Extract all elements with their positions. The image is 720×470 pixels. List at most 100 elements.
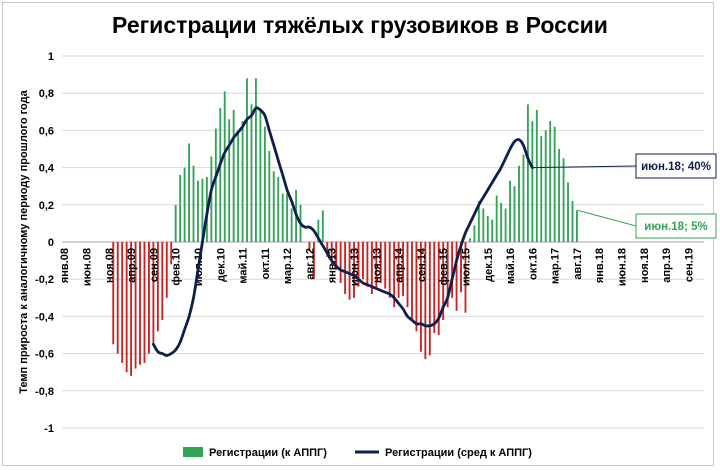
bar <box>335 242 338 270</box>
bar <box>174 204 177 242</box>
x-tick-label: дек.10 <box>215 248 227 282</box>
bar <box>567 182 569 242</box>
x-tick-label: июл.15 <box>460 248 472 286</box>
chart-title: Регистрации тяжёлых грузовиков в России <box>112 12 608 38</box>
y-tick-label: -0,6 <box>35 349 54 361</box>
y-tick-label: -0,2 <box>35 274 54 286</box>
bar <box>388 242 391 298</box>
x-tick-label: июн.18 <box>617 248 629 286</box>
bar <box>362 242 364 280</box>
bar <box>406 242 409 308</box>
bar <box>321 210 324 242</box>
bar <box>188 143 190 242</box>
bar <box>143 242 146 363</box>
bar <box>370 242 373 295</box>
bar <box>121 242 124 363</box>
bar <box>268 150 271 242</box>
bar <box>473 225 476 242</box>
bar <box>562 158 565 242</box>
bar <box>290 208 293 242</box>
callout-line-label: июн.18; 40% <box>641 161 711 173</box>
bar <box>201 178 204 242</box>
bar <box>442 242 445 321</box>
x-tick-label: ноя.08 <box>104 248 116 283</box>
bar <box>415 242 418 332</box>
bar <box>139 242 141 365</box>
bar <box>214 128 217 242</box>
bar <box>241 121 244 242</box>
callout-leader <box>532 165 637 169</box>
bar <box>464 242 467 313</box>
bar <box>509 180 511 242</box>
bar <box>513 186 516 242</box>
y-tick-label: 0,8 <box>39 88 54 100</box>
bar <box>379 242 382 283</box>
bar <box>419 242 422 352</box>
bar <box>179 175 182 242</box>
bar <box>460 242 462 293</box>
bar <box>161 242 164 321</box>
x-tick-label: апр.09 <box>126 248 138 283</box>
x-tick-label: мар.17 <box>550 248 562 284</box>
x-tick-label: ноя.13 <box>371 248 383 283</box>
x-tick-label: окт.11 <box>260 248 272 279</box>
bar <box>437 242 440 335</box>
y-tick-label: 0,2 <box>39 200 54 212</box>
bar <box>197 180 199 242</box>
callout-box <box>635 153 717 179</box>
bar <box>384 242 387 289</box>
bar <box>210 156 213 242</box>
x-tick-label: май.11 <box>238 248 250 284</box>
bar <box>317 219 320 242</box>
bar <box>183 167 186 242</box>
x-tick-label: янв.18 <box>594 248 606 283</box>
bar <box>228 119 231 242</box>
bar <box>451 242 454 298</box>
x-tick-label: сен.14 <box>416 247 428 282</box>
x-tick-label: сен.09 <box>148 248 160 282</box>
bar <box>424 242 427 360</box>
bar <box>330 242 333 265</box>
x-tick-label: фев.15 <box>438 248 450 286</box>
bar <box>469 238 471 242</box>
average-line <box>152 106 534 357</box>
bar <box>482 208 485 242</box>
y-tick-label: 0,6 <box>39 125 54 137</box>
y-axis-label: Темп прироста к аналогичному периоду про… <box>18 89 30 393</box>
callout-box <box>635 213 717 239</box>
bar <box>148 242 150 354</box>
bar <box>446 242 449 308</box>
bar <box>237 130 240 242</box>
bar <box>531 121 534 242</box>
legend-label-bar: Регистрации (к АППГ) <box>209 447 327 459</box>
bar <box>428 242 431 356</box>
x-tick-label: июн.13 <box>349 248 361 286</box>
bar <box>455 242 458 311</box>
bar <box>486 215 489 242</box>
bar <box>223 91 226 242</box>
bar <box>170 242 173 265</box>
bar <box>526 104 529 242</box>
x-tick-label: июн.08 <box>82 248 94 286</box>
legend-label-line: Регистрации (сред к АППГ) <box>385 447 532 459</box>
y-tick-label: -0,8 <box>35 386 54 398</box>
bar <box>255 78 257 242</box>
bar <box>156 242 159 332</box>
x-tick-label: май.16 <box>505 248 517 284</box>
y-tick-label: 1 <box>48 51 54 63</box>
bar <box>192 165 195 242</box>
bar <box>116 242 119 354</box>
legend-swatch-bar <box>183 447 203 457</box>
bar <box>259 109 262 242</box>
x-tick-label: окт.16 <box>527 248 539 280</box>
x-tick-label: апр.19 <box>661 248 673 283</box>
bar <box>500 202 503 242</box>
x-tick-label: сен.19 <box>683 248 695 282</box>
bar <box>553 126 556 242</box>
bar <box>112 242 115 345</box>
bar <box>286 193 289 242</box>
callout-bar-label: июн.18; 5% <box>644 221 707 233</box>
bar <box>375 242 378 289</box>
bar <box>504 208 507 242</box>
